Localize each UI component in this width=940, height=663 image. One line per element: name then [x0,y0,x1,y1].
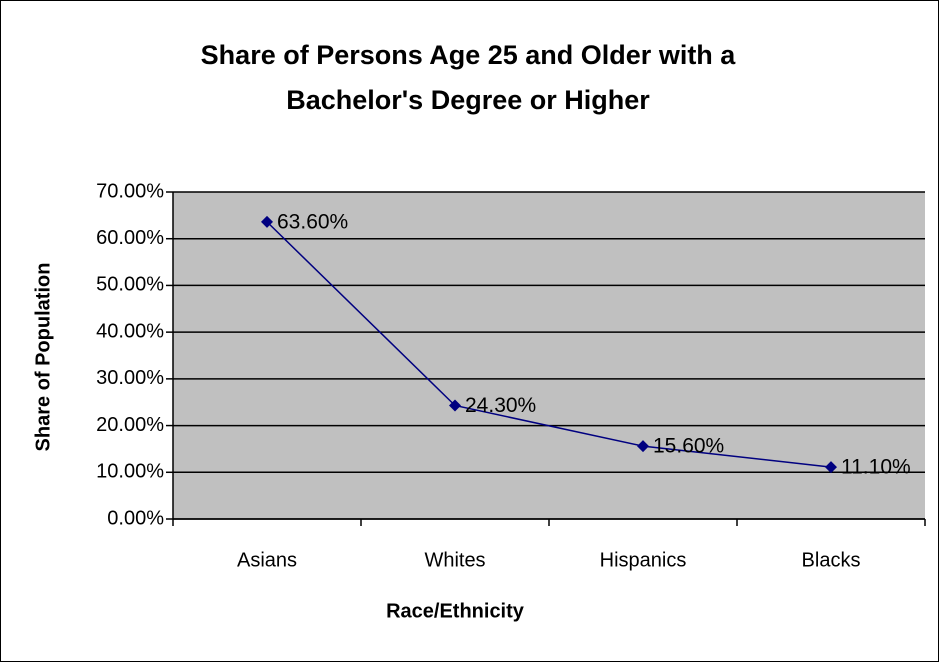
plot-area [173,192,925,519]
x-tick-label: Hispanics [600,549,687,571]
y-axis-title: Share of Population [32,263,54,452]
data-point [261,215,273,228]
y-tick-label: 50.00% [96,274,164,296]
data-point [825,461,837,474]
y-tick-label: 60.00% [96,227,164,249]
data-point [449,399,461,412]
x-tick-label: Whites [424,549,485,571]
chart-title: Share of Persons Age 25 and Older with a [201,40,737,70]
x-axis-title: Race/Ethnicity [386,600,525,622]
y-tick-label: 30.00% [96,367,164,389]
y-tick-label: 70.00% [96,180,164,202]
x-tick-label: Blacks [802,549,861,571]
data-point [637,440,649,453]
y-tick-label: 40.00% [96,320,164,342]
data-label: 63.60% [277,210,348,233]
data-label: 24.30% [465,394,536,417]
y-tick-label: 10.00% [96,461,164,483]
data-label: 15.60% [653,435,724,458]
y-tick-label: 0.00% [107,507,164,529]
y-tick-label: 20.00% [96,414,164,436]
data-label: 11.10% [841,456,911,479]
series-line [266,221,832,468]
x-tick-label: Asians [237,549,297,571]
chart-title: Bachelor's Degree or Higher [286,85,650,115]
